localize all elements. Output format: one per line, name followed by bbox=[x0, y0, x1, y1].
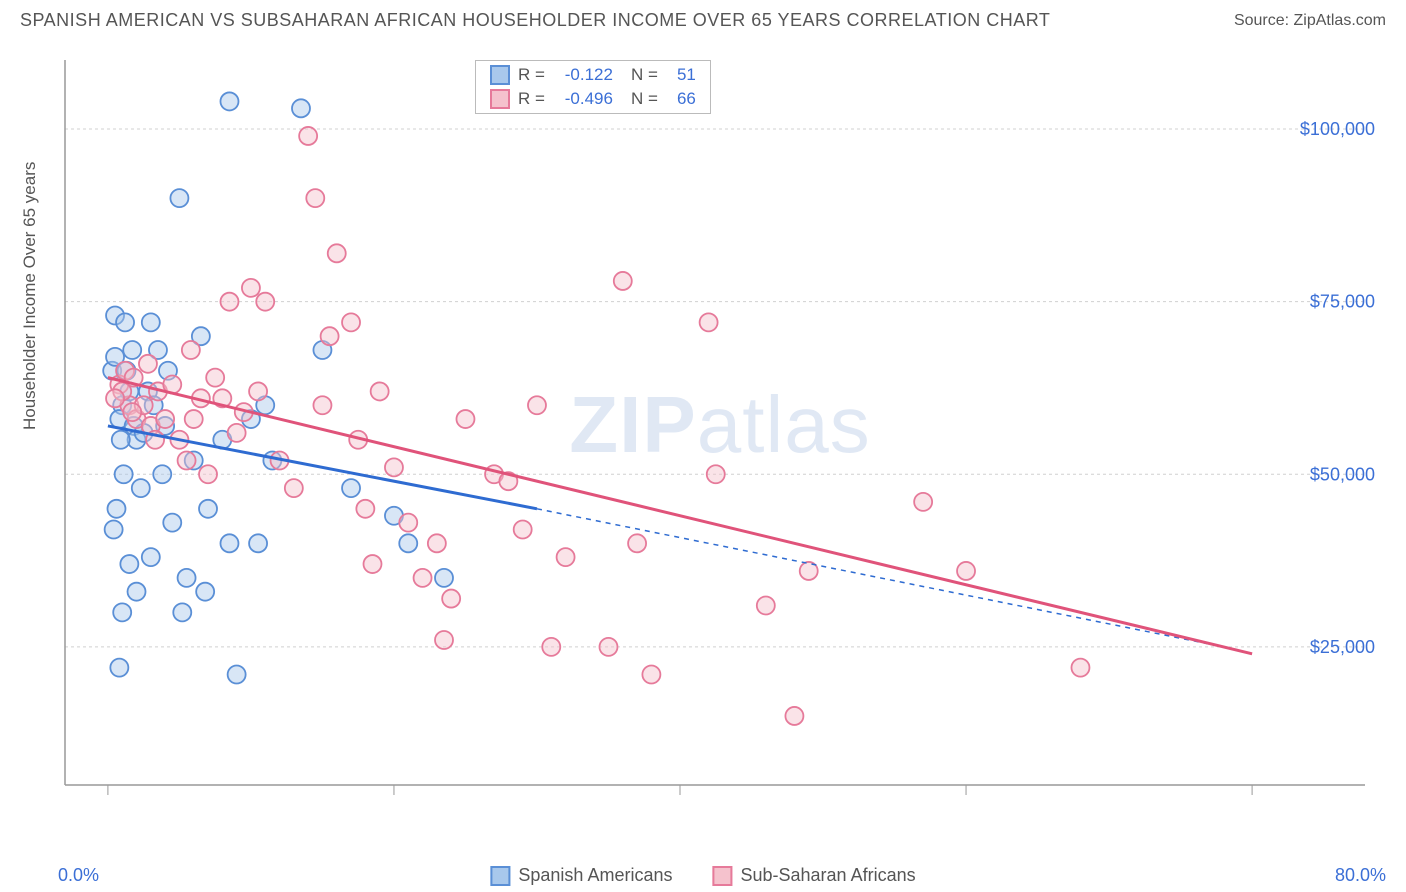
series-legend: Spanish Americans Sub-Saharan Africans bbox=[490, 865, 915, 886]
n-value: 51 bbox=[666, 65, 696, 85]
svg-text:$50,000: $50,000 bbox=[1310, 464, 1375, 484]
legend-swatch-icon bbox=[490, 866, 510, 886]
x-axis-min-label: 0.0% bbox=[58, 865, 99, 886]
r-label: R = bbox=[518, 65, 545, 85]
series-legend-item: Spanish Americans bbox=[490, 865, 672, 886]
legend-swatch-icon bbox=[712, 866, 732, 886]
source-attribution: Source: ZipAtlas.com bbox=[1234, 12, 1386, 30]
chart-title: SPANISH AMERICAN VS SUBSAHARAN AFRICAN H… bbox=[20, 10, 1050, 31]
svg-text:$75,000: $75,000 bbox=[1310, 292, 1375, 312]
legend-swatch-icon bbox=[490, 65, 510, 85]
correlation-legend-row: R = -0.496 N = 66 bbox=[476, 87, 710, 111]
chart-area: $25,000$50,000$75,000$100,000 ZIPatlas R… bbox=[55, 55, 1385, 825]
x-axis-max-label: 80.0% bbox=[1335, 865, 1386, 886]
chart-header: SPANISH AMERICAN VS SUBSAHARAN AFRICAN H… bbox=[0, 0, 1406, 39]
r-value: -0.122 bbox=[553, 65, 613, 85]
n-value: 66 bbox=[666, 89, 696, 109]
correlation-legend: R = -0.122 N = 51 R = -0.496 N = 66 bbox=[475, 60, 711, 114]
n-label: N = bbox=[631, 89, 658, 109]
r-label: R = bbox=[518, 89, 545, 109]
series-legend-item: Sub-Saharan Africans bbox=[712, 865, 915, 886]
svg-text:$25,000: $25,000 bbox=[1310, 637, 1375, 657]
r-value: -0.496 bbox=[553, 89, 613, 109]
correlation-legend-row: R = -0.122 N = 51 bbox=[476, 63, 710, 87]
legend-swatch-icon bbox=[490, 89, 510, 109]
svg-text:$100,000: $100,000 bbox=[1300, 119, 1375, 139]
scatter-plot: $25,000 $50,000 $75,000 $100,000 bbox=[55, 55, 1385, 825]
series-legend-label: Spanish Americans bbox=[518, 865, 672, 886]
n-label: N = bbox=[631, 65, 658, 85]
y-axis-label: Householder Income Over 65 years bbox=[20, 162, 40, 430]
series-legend-label: Sub-Saharan Africans bbox=[740, 865, 915, 886]
